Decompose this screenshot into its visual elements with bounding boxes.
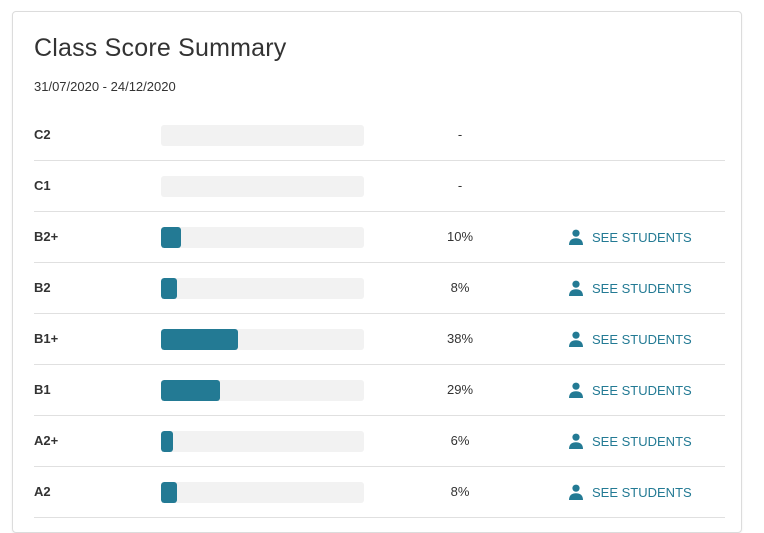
score-bar-track xyxy=(161,380,364,401)
level-label: B2 xyxy=(34,280,51,295)
see-students-link[interactable]: SEE STUDENTS xyxy=(568,416,692,466)
date-range: 31/07/2020 - 24/12/2020 xyxy=(34,79,176,94)
score-row-b2: B2 8% SEE STUDENTS xyxy=(34,263,725,314)
percent-value: 8% xyxy=(450,484,470,499)
score-bar-track xyxy=(161,176,364,197)
score-bar-track xyxy=(161,125,364,146)
person-icon xyxy=(569,382,583,398)
see-students-label: SEE STUDENTS xyxy=(592,331,692,347)
score-list: C2 - C1 - B2+ 10% xyxy=(34,110,725,518)
see-students-link[interactable]: SEE STUDENTS xyxy=(568,263,692,313)
level-label: C2 xyxy=(34,127,51,142)
page-title: Class Score Summary xyxy=(34,34,287,62)
score-summary-card: Class Score Summary 31/07/2020 - 24/12/2… xyxy=(12,11,742,533)
score-bar-track xyxy=(161,329,364,350)
person-icon xyxy=(569,229,583,245)
see-students-link[interactable]: SEE STUDENTS xyxy=(568,467,692,517)
level-label: B1 xyxy=(34,382,51,397)
see-students-label: SEE STUDENTS xyxy=(592,484,692,500)
level-label: C1 xyxy=(34,178,51,193)
see-students-label: SEE STUDENTS xyxy=(592,280,692,296)
person-icon xyxy=(569,484,583,500)
see-students-link[interactable]: SEE STUDENTS xyxy=(568,365,692,415)
level-label: A2+ xyxy=(34,433,59,448)
person-icon xyxy=(569,433,583,449)
see-students-label: SEE STUDENTS xyxy=(592,229,692,245)
score-row-a2: A2 8% SEE STUDENTS xyxy=(34,467,725,518)
score-bar-fill xyxy=(161,227,182,248)
percent-value: 38% xyxy=(446,331,474,346)
score-bar-track xyxy=(161,482,364,503)
see-students-link[interactable]: SEE STUDENTS xyxy=(568,212,692,262)
score-bar-fill xyxy=(161,431,174,452)
score-bar-fill xyxy=(161,329,239,350)
score-bar-track xyxy=(161,431,364,452)
score-row-a2-plus: A2+ 6% SEE STUDENTS xyxy=(34,416,725,467)
level-label: B2+ xyxy=(34,229,59,244)
percent-value: 10% xyxy=(446,229,474,244)
see-students-label: SEE STUDENTS xyxy=(592,433,692,449)
person-icon xyxy=(569,280,583,296)
see-students-label: SEE STUDENTS xyxy=(592,382,692,398)
level-label: B1+ xyxy=(34,331,59,346)
score-bar-fill xyxy=(161,278,178,299)
level-label: A2 xyxy=(34,484,51,499)
percent-value: 8% xyxy=(450,280,470,295)
score-row-b1-plus: B1+ 38% SEE STUDENTS xyxy=(34,314,725,365)
percent-value: 29% xyxy=(446,382,474,397)
score-bar-track xyxy=(161,227,364,248)
score-row-b1: B1 29% SEE STUDENTS xyxy=(34,365,725,416)
percent-value: 6% xyxy=(450,433,470,448)
score-bar-fill xyxy=(161,380,220,401)
score-row-c2: C2 - xyxy=(34,110,725,161)
percent-value: - xyxy=(457,127,463,142)
score-bar-fill xyxy=(161,482,178,503)
score-row-b2-plus: B2+ 10% SEE STUDENTS xyxy=(34,212,725,263)
percent-value: - xyxy=(457,178,463,193)
score-row-c1: C1 - xyxy=(34,161,725,212)
see-students-link[interactable]: SEE STUDENTS xyxy=(568,314,692,364)
score-bar-track xyxy=(161,278,364,299)
person-icon xyxy=(569,331,583,347)
